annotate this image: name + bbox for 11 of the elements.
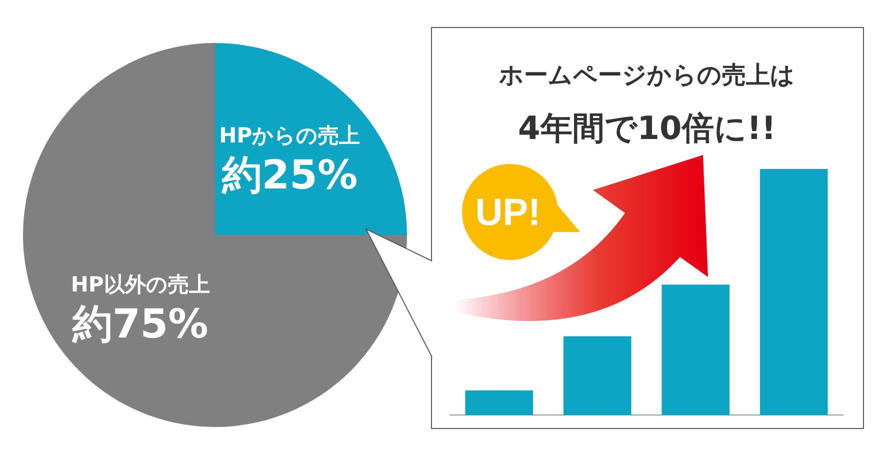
bar: [465, 390, 534, 415]
slice-label: HP以外の売上: [70, 272, 210, 297]
chart-title: ホームページからの売上は: [498, 61, 795, 89]
chart-subtitle: 4年間で10倍に!!: [518, 109, 776, 147]
bar: [760, 169, 828, 415]
annotation: UP!: [475, 192, 541, 234]
slice-label: HPからの売上: [219, 123, 360, 148]
data-label: 約75%: [71, 302, 208, 348]
bar: [662, 284, 730, 415]
data-label: 約25%: [220, 152, 358, 198]
bar: [563, 336, 632, 415]
